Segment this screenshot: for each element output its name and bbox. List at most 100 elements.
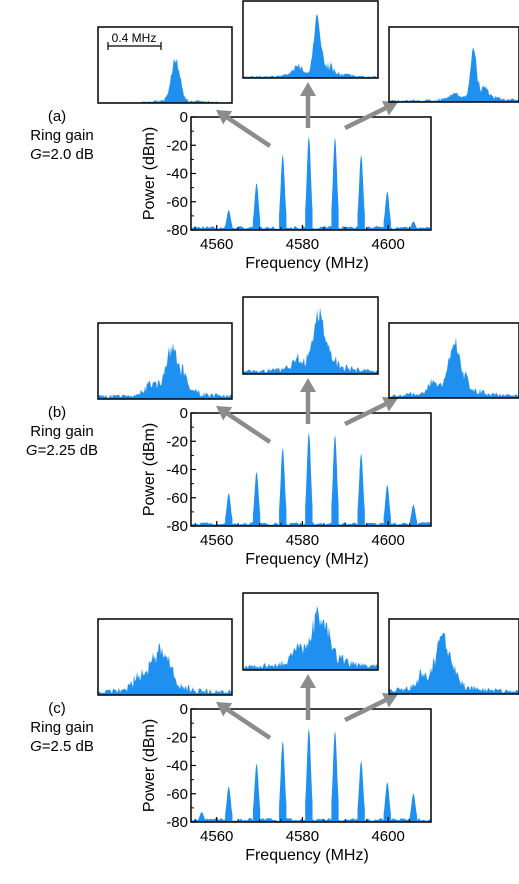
x-tick-label: 4580 bbox=[286, 532, 319, 549]
spectral-line-4 bbox=[305, 136, 313, 230]
inset-2 bbox=[242, 592, 379, 671]
arrow-shaft bbox=[344, 402, 387, 427]
inset-frame bbox=[242, 296, 379, 375]
spectral-line-1 bbox=[198, 812, 206, 822]
y-tick-label: -40 bbox=[166, 462, 188, 479]
inset-spectrum bbox=[389, 47, 519, 102]
inset-spectrum bbox=[98, 58, 232, 103]
spectral-line-9 bbox=[409, 793, 418, 822]
noise-floor bbox=[191, 818, 431, 822]
ring-gain-label: Ring gain bbox=[30, 719, 93, 736]
x-axis-label: Frequency (MHz) bbox=[245, 847, 369, 864]
x-tick-label: 4580 bbox=[286, 828, 319, 845]
noise-floor bbox=[191, 226, 431, 230]
arrow-head bbox=[216, 406, 233, 421]
x-tick-label: 4600 bbox=[371, 828, 404, 845]
y-tick-label: -20 bbox=[166, 433, 188, 450]
inset-3 bbox=[388, 26, 519, 103]
arrows bbox=[216, 378, 398, 444]
panel-a: (a) Ring gain G=2.0 dB 4560 4580 4600 0 -20 -40 -… bbox=[30, 0, 519, 272]
x-tick-label: 4600 bbox=[371, 236, 404, 253]
spectral-line-2 bbox=[225, 786, 233, 822]
arrows bbox=[216, 674, 398, 740]
inset-spectrum bbox=[389, 632, 519, 694]
arrow-head bbox=[216, 110, 233, 125]
inset-spectrum bbox=[98, 642, 232, 695]
inset-spectrum bbox=[389, 336, 519, 398]
spectral-line-7 bbox=[357, 761, 365, 822]
y-axis-label: Power (dBm) bbox=[141, 719, 158, 812]
spectral-line-5 bbox=[331, 138, 339, 230]
arrow-head bbox=[216, 702, 233, 717]
y-tick-label: -40 bbox=[166, 166, 188, 183]
panel-label: (a) bbox=[48, 108, 66, 125]
inset-2 bbox=[242, 296, 379, 375]
arrow-shaft bbox=[226, 115, 272, 148]
spectral-line-6 bbox=[357, 454, 365, 526]
gain-value-label: G=2.0 dB bbox=[30, 146, 94, 163]
inset-spectrum bbox=[98, 342, 232, 399]
ring-gain-label: Ring gain bbox=[30, 127, 93, 144]
inset-spectrum bbox=[243, 605, 378, 670]
gain-value: =2.25 dB bbox=[38, 442, 98, 459]
arrows bbox=[216, 82, 398, 148]
inset-frame bbox=[97, 26, 233, 104]
gain-symbol: G bbox=[30, 738, 42, 755]
y-tick-label: 0 bbox=[180, 109, 188, 126]
main-plot: 4560 4580 4600 0 -20 -40 -60 -80 Frequency (MHz)… bbox=[141, 701, 432, 864]
panel-c: (c) Ring gain G=2.5 dB 4560 4580 4600 0 -20 -40 -… bbox=[30, 592, 519, 864]
inset-3 bbox=[388, 322, 519, 399]
y-axis-label: Power (dBm) bbox=[141, 423, 158, 516]
spectral-line-3 bbox=[252, 764, 261, 822]
x-tick-label: 4580 bbox=[286, 236, 319, 253]
ring-gain-label: Ring gain bbox=[30, 423, 93, 440]
panel-label: (c) bbox=[48, 700, 66, 717]
spectral-line-6 bbox=[357, 155, 365, 230]
gain-value: =2.5 dB bbox=[42, 738, 94, 755]
arrow-shaft bbox=[226, 707, 272, 740]
scale-bar-label: 0.4 MHz bbox=[112, 31, 157, 45]
spectral-line-1 bbox=[225, 210, 233, 230]
main-plot: 4560 4580 4600 0 -20 -40 -60 -80 Frequency (MHz)… bbox=[141, 405, 432, 568]
spectral-line-2 bbox=[252, 472, 261, 526]
spectral-line-7 bbox=[383, 191, 391, 230]
arrow-head bbox=[381, 100, 398, 116]
spectral-line-7 bbox=[383, 485, 391, 526]
y-tick-label: -60 bbox=[166, 490, 188, 507]
spectral-line-5 bbox=[331, 435, 339, 526]
x-axis-label: Frequency (MHz) bbox=[245, 255, 369, 272]
inset-1 bbox=[97, 322, 233, 400]
spectral-line-4 bbox=[305, 432, 313, 526]
gain-symbol: G bbox=[26, 442, 38, 459]
arrow-head bbox=[300, 82, 316, 96]
spectral-line-2 bbox=[252, 183, 261, 230]
gain-value-label: G=2.25 dB bbox=[26, 442, 98, 459]
inset-1: 0.4 MHz bbox=[97, 26, 233, 104]
spectral-line-3 bbox=[279, 448, 287, 526]
y-axis-label: Power (dBm) bbox=[141, 127, 158, 220]
gain-value: =2.0 dB bbox=[42, 146, 94, 163]
y-tick-label: -80 bbox=[166, 222, 188, 239]
arrow-head bbox=[300, 378, 316, 392]
y-tick-label: -40 bbox=[166, 758, 188, 775]
y-tick-label: -80 bbox=[166, 518, 188, 535]
inset-3 bbox=[388, 618, 519, 695]
y-tick-label: 0 bbox=[180, 405, 188, 422]
spectral-line-8 bbox=[383, 782, 391, 822]
arrow-head bbox=[300, 674, 316, 688]
inset-frame bbox=[242, 0, 379, 79]
y-tick-label: -80 bbox=[166, 814, 188, 831]
inset-frame bbox=[388, 618, 519, 695]
panel-label: (b) bbox=[48, 404, 66, 421]
y-tick-label: -20 bbox=[166, 137, 188, 154]
spectral-line-8 bbox=[409, 504, 418, 526]
x-tick-label: 4560 bbox=[200, 236, 233, 253]
spectral-line-1 bbox=[225, 493, 233, 526]
x-tick-label: 4600 bbox=[371, 532, 404, 549]
inset-frame bbox=[388, 322, 519, 399]
panel-b: (b) Ring gain G=2.25 dB 4560 4580 4600 0 -20 -40… bbox=[26, 296, 519, 568]
x-axis-label: Frequency (MHz) bbox=[245, 551, 369, 568]
arrow-shaft bbox=[226, 411, 272, 444]
x-tick-label: 4560 bbox=[200, 532, 233, 549]
